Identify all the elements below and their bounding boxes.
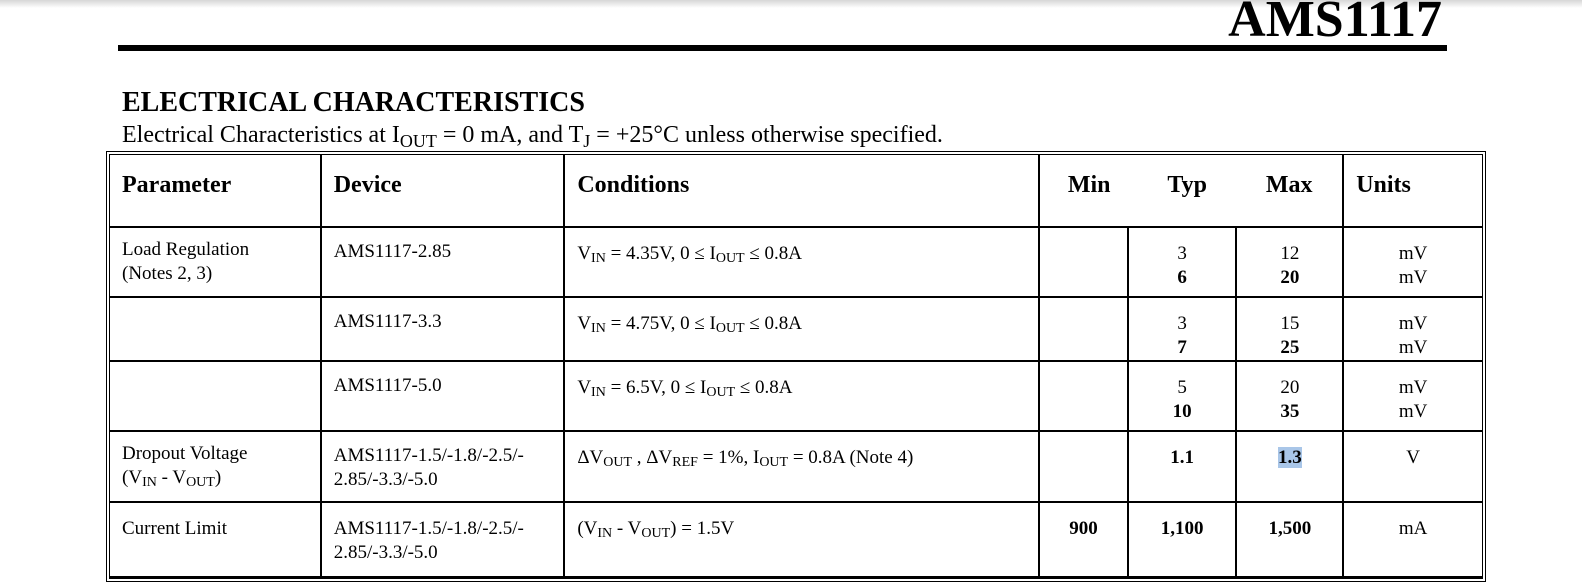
selected-text[interactable]: 1.3: [1277, 447, 1302, 468]
conditions-cell: (VIN - VOUT) = 1.5V: [565, 503, 1041, 578]
header-min-typ-max: Min Typ Max: [1040, 155, 1345, 228]
min-cell: 900: [1040, 503, 1129, 578]
units-cell: mV mV: [1344, 228, 1482, 298]
conditions-cell: VIN = 4.35V, 0 ≤ IOUT ≤ 0.8A: [565, 228, 1041, 298]
min-cell: [1040, 228, 1129, 298]
header-parameter: Parameter: [110, 155, 322, 228]
device-cell: AMS1117-3.3: [321, 298, 566, 362]
min-cell: [1040, 298, 1129, 362]
conditions-cell: VIN = 4.75V, 0 ≤ IOUT ≤ 0.8A: [565, 298, 1041, 362]
max-cell: 1,500: [1237, 503, 1345, 578]
electrical-characteristics-table: Parameter Device Conditions Min Typ Max …: [106, 151, 1486, 582]
header-min: Min: [1067, 172, 1111, 198]
header-max: Max: [1265, 172, 1313, 198]
device-cell: AMS1117-2.85: [321, 228, 566, 298]
header-typ: Typ: [1167, 172, 1207, 198]
header-device: Device: [321, 155, 566, 228]
parameter-cell: Current Limit: [110, 503, 322, 578]
units-cell: V: [1344, 432, 1482, 503]
header-conditions: Conditions: [565, 155, 1041, 228]
max-cell: 12 20: [1237, 228, 1345, 298]
document-title: AMS1117: [1228, 0, 1442, 48]
table-row: AMS1117-5.0 VIN = 6.5V, 0 ≤ IOUT ≤ 0.8A …: [110, 362, 1482, 432]
table-header-row: Parameter Device Conditions Min Typ Max …: [110, 155, 1482, 228]
min-cell: [1040, 362, 1129, 432]
typ-cell: 1.1: [1128, 432, 1238, 503]
max-cell: 20 35: [1237, 362, 1345, 432]
section-subtitle: Electrical Characteristics at IOUT = 0 m…: [122, 122, 943, 151]
title-rule: [118, 45, 1447, 51]
device-cell: AMS1117-5.0: [321, 362, 566, 432]
units-cell: mA: [1344, 503, 1482, 578]
conditions-cell: ΔVOUT , ΔVREF = 1%, IOUT = 0.8A (Note 4): [565, 432, 1041, 503]
parameter-cell: Load Regulation (Notes 2, 3): [110, 228, 322, 298]
typ-cell: 1,100: [1128, 503, 1238, 578]
table-row: Load Regulation (Notes 2, 3) AMS1117-2.8…: [110, 228, 1482, 298]
typ-cell: 5 10: [1128, 362, 1238, 432]
device-cell: AMS1117-1.5/-1.8/-2.5/- 2.85/-3.3/-5.0: [321, 432, 566, 503]
units-cell: mV mV: [1344, 362, 1482, 432]
max-cell: 15 25: [1237, 298, 1345, 362]
header-units: Units: [1344, 155, 1482, 228]
parameter-cell: Dropout Voltage (VIN - VOUT): [110, 432, 322, 503]
table-row: AMS1117-3.3 VIN = 4.75V, 0 ≤ IOUT ≤ 0.8A…: [110, 298, 1482, 362]
section-title: ELECTRICAL CHARACTERISTICS: [122, 87, 585, 118]
max-cell: 1.3: [1237, 432, 1345, 503]
min-cell: [1040, 432, 1129, 503]
parameter-cell: [110, 362, 322, 432]
units-cell: mV mV: [1344, 298, 1482, 362]
parameter-cell: [110, 298, 322, 362]
top-shadow: [0, 0, 1582, 8]
conditions-cell: VIN = 6.5V, 0 ≤ IOUT ≤ 0.8A: [565, 362, 1041, 432]
device-cell: AMS1117-1.5/-1.8/-2.5/- 2.85/-3.3/-5.0: [321, 503, 566, 578]
table-row: Current Limit AMS1117-1.5/-1.8/-2.5/- 2.8…: [110, 503, 1482, 578]
table-row: Dropout Voltage (VIN - VOUT) AMS1117-1.5…: [110, 432, 1482, 503]
